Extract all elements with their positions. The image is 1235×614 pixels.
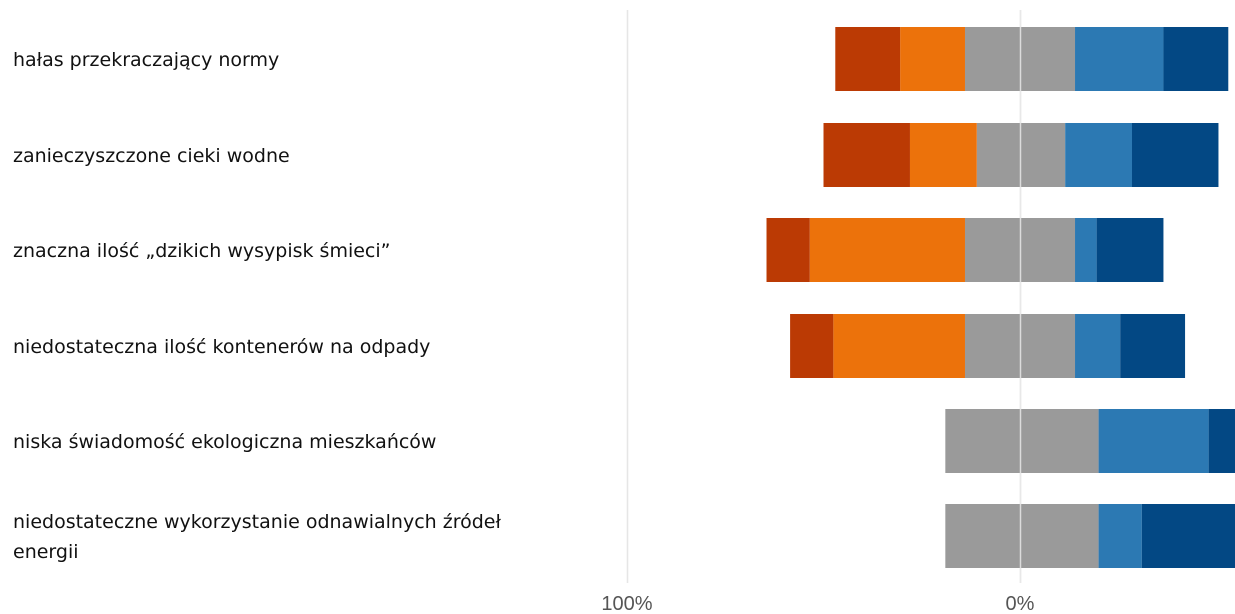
bar-segment [790, 314, 834, 378]
category-label: energii [13, 541, 79, 563]
category-label: znaczna ilość „dzikich wysypisk śmieci” [13, 240, 391, 262]
category-label: niedostateczna ilość kontenerów na odpad… [13, 336, 430, 358]
bar-segment [1163, 27, 1229, 91]
bar-segment [945, 409, 1020, 473]
bar-segment [809, 218, 965, 282]
bar-segment [1020, 314, 1076, 378]
bar-segment [833, 314, 965, 378]
x-tick-label: 0% [1006, 593, 1035, 614]
bar-segment [900, 27, 965, 91]
bar-segment [909, 123, 977, 187]
bar-segment [1075, 314, 1121, 378]
bar-segment [1132, 123, 1219, 187]
category-label: hałas przekraczający normy [13, 49, 279, 71]
bar-segment [1075, 218, 1097, 282]
gridlines [626, 10, 1022, 583]
bar-segment [1020, 504, 1099, 568]
bar-segment [964, 218, 1020, 282]
bar-segment [964, 314, 1020, 378]
bar-segment [1020, 409, 1099, 473]
category-labels: hałas przekraczający normy zanieczyszczon… [13, 49, 501, 563]
x-tick-labels: 100% 0% [601, 593, 1034, 614]
bar-segment [1096, 218, 1164, 282]
category-label: niska świadomość ekologiczna mieszkańców [13, 431, 436, 453]
bar-segment [1098, 409, 1209, 473]
bar-segment [1120, 314, 1186, 378]
category-label: niedostateczne wykorzystanie odnawialnyc… [13, 511, 501, 533]
category-label: zanieczyszczone cieki wodne [13, 145, 290, 167]
bar-segment [1020, 27, 1076, 91]
bar-segment [1208, 409, 1235, 473]
bars [766, 10, 1235, 583]
bar-segment [766, 218, 810, 282]
bar-segment [964, 27, 1020, 91]
bar-segment [945, 504, 1020, 568]
bar-segment [1065, 123, 1133, 187]
bar-segment [976, 123, 1020, 187]
bar-segment [1020, 123, 1066, 187]
bar-segment [835, 27, 901, 91]
bar-segment [823, 123, 910, 187]
bar-segment [1098, 504, 1142, 568]
x-tick-label: 100% [601, 593, 652, 614]
bar-segment [1020, 218, 1076, 282]
bar-segment [1141, 504, 1235, 568]
bar-segment [1075, 27, 1164, 91]
